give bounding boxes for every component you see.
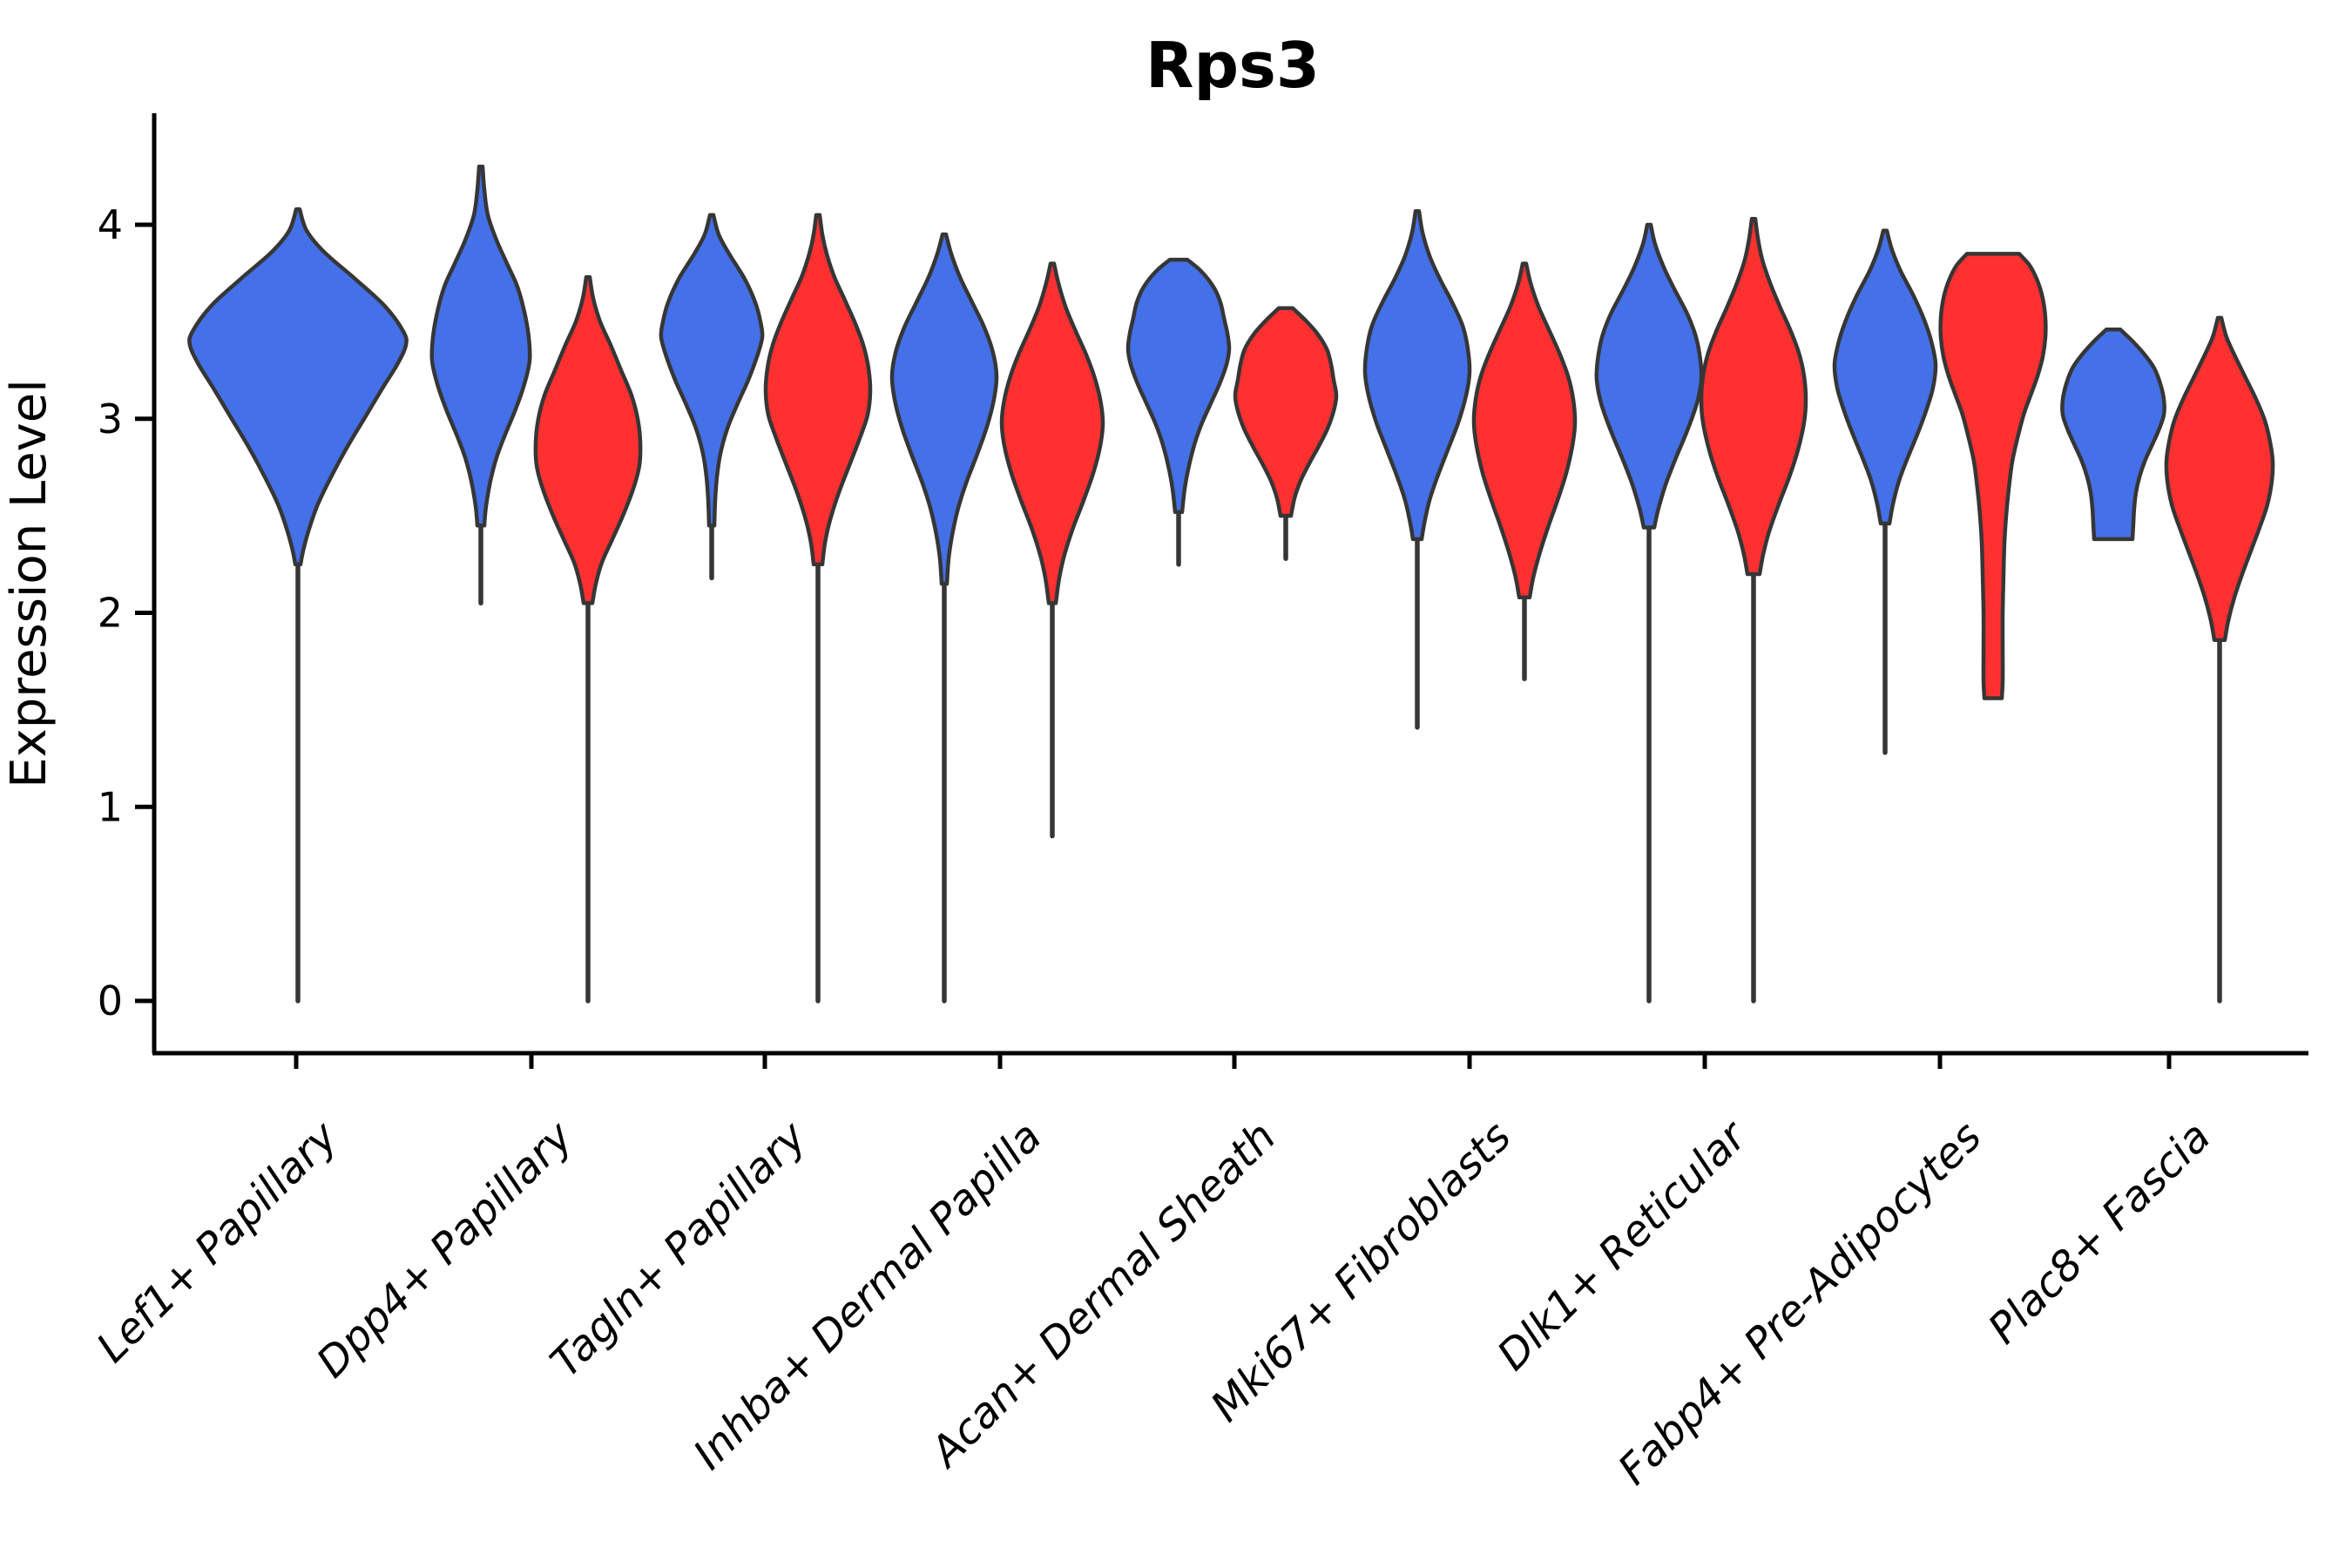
violin-inhba-dermal-papilla-blue <box>889 232 999 586</box>
violin-inhba-dermal-papilla-red <box>999 261 1105 605</box>
violin-tagln-papillary-red <box>763 213 873 567</box>
x-tick-label-0: Lef1+ Papillary <box>87 1112 348 1372</box>
violin-dlk1-reticular-red <box>1699 217 1808 577</box>
violin-dpp4-papillary-blue <box>429 164 532 528</box>
violin-lef1-papillary-blue <box>187 206 409 567</box>
violin-acan-dermal-sheath-blue <box>1125 257 1232 514</box>
violins <box>187 164 2275 1004</box>
violin-mki67-fibroblasts-red <box>1471 261 1578 599</box>
violin-dlk1-reticular-blue <box>1594 222 1704 530</box>
violin-tagln-papillary-blue <box>659 213 765 528</box>
y-tick-label-0: 0 <box>98 977 123 1024</box>
violin-fabp4-pre-adipocytes-red <box>1938 252 2048 700</box>
violin-mki67-fibroblasts-blue <box>1362 209 1472 542</box>
y-tick-label-3: 3 <box>98 395 123 443</box>
figure-title: Rps3 <box>1146 29 1320 102</box>
y-tick-label-2: 2 <box>98 590 123 637</box>
y-axis-label: Expression Level <box>1 379 57 788</box>
violin-fabp4-pre-adipocytes-blue <box>1832 228 1938 526</box>
x-tick-label-1: Dpp4+ Papillary <box>308 1112 583 1387</box>
y-tick-label-1: 1 <box>98 783 123 830</box>
x-tick-label-8: Plac8+ Fascia <box>1979 1112 2220 1354</box>
violin-plac8-fascia-red <box>2164 315 2275 642</box>
violin-acan-dermal-sheath-red <box>1233 306 1339 518</box>
x-tick-label-2: Tagln+ Papillary <box>541 1112 816 1387</box>
axes <box>135 113 2308 1069</box>
violin-plac8-fascia-blue <box>2060 328 2166 542</box>
violin-dpp4-papillary-red <box>533 274 643 605</box>
y-tick-label-4: 4 <box>98 201 123 248</box>
x-tick-label-6: Dlk1+ Reticular <box>1488 1111 1758 1381</box>
